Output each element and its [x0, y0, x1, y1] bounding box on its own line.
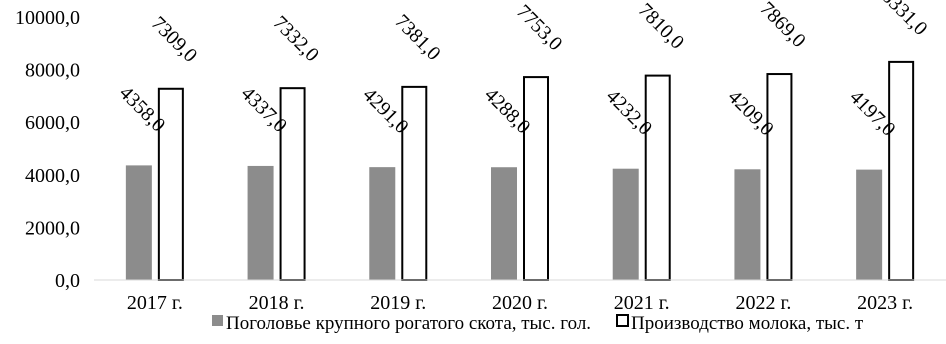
x-tick-label: 2017 г. — [127, 292, 183, 314]
y-tick-label: 2000,0 — [25, 217, 80, 239]
bar-cattle — [125, 165, 152, 280]
legend-label-milk: Производство молока, тыс. т — [631, 313, 864, 334]
y-tick-label: 0,0 — [55, 270, 80, 292]
y-tick-label: 6000,0 — [25, 112, 80, 134]
legend-swatch-milk — [616, 314, 629, 327]
y-tick-label: 8000,0 — [25, 60, 80, 82]
data-label-milk: 7869,0 — [755, 0, 809, 52]
legend: Поголовье крупного рогатого скота, тыс. … — [212, 313, 864, 334]
x-tick-label: 2022 г. — [735, 292, 791, 314]
x-axis: 2017 г. 2018 г. 2019 г. 2020 г. 2021 г. 2022 … — [94, 279, 946, 314]
x-tick-label: 2018 г. — [249, 292, 305, 314]
bar-milk — [523, 76, 549, 281]
bar-cattle — [247, 165, 274, 280]
bar-cattle — [734, 169, 761, 280]
x-tick-label: 2021 г. — [614, 292, 670, 314]
legend-label-cattle: Поголовье крупного рогатого скота, тыс. … — [226, 313, 591, 334]
bar-milk — [888, 60, 915, 281]
y-axis: 0,0 2000,0 4000,0 6000,0 8000,0 10000,0 — [15, 7, 80, 292]
y-tick-label: 10000,0 — [15, 7, 80, 29]
bars — [125, 60, 915, 282]
data-label-milk: 7332,0 — [269, 12, 323, 66]
x-tick-label: 2023 г. — [857, 292, 913, 314]
x-tick-label: 2019 г. — [370, 292, 426, 314]
bar-cattle — [491, 167, 517, 280]
x-tick-label: 2020 г. — [492, 292, 548, 314]
data-label-milk: 7753,0 — [512, 1, 566, 55]
legend-swatch-cattle — [212, 315, 223, 326]
data-label-milk: 7810,0 — [634, 0, 688, 54]
bar-milk — [766, 73, 793, 281]
bar-cattle — [856, 169, 883, 280]
y-tick-label: 4000,0 — [25, 165, 80, 187]
data-label-milk: 7309,0 — [147, 12, 201, 66]
bar-cattle — [612, 168, 639, 280]
data-labels: 4358,07309,04337,07332,04291,07381,04288… — [115, 0, 932, 141]
bar-cattle — [369, 167, 396, 280]
data-label-milk: 8331,0 — [877, 0, 931, 40]
bar-milk — [644, 74, 671, 281]
data-label-milk: 7381,0 — [390, 10, 444, 64]
bar-milk — [279, 87, 306, 282]
bar-milk — [157, 87, 184, 281]
